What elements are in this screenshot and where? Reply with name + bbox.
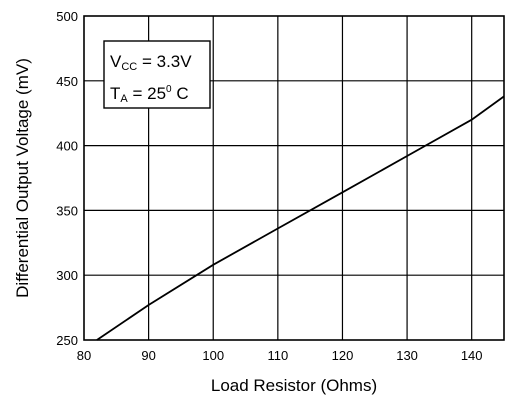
- x-axis-ticks: 80 90 100 110 120 130 140: [77, 348, 483, 363]
- y-tick-label: 400: [56, 139, 78, 154]
- y-tick-label: 450: [56, 74, 78, 89]
- y-axis-ticks: 250 300 350 400 450 500: [56, 9, 78, 348]
- grid: [84, 16, 504, 340]
- x-tick-label: 90: [141, 348, 155, 363]
- y-tick-label: 250: [56, 333, 78, 348]
- y-tick-label: 500: [56, 9, 78, 24]
- vcc-subscript: CC: [121, 61, 137, 73]
- x-tick-label: 130: [396, 348, 418, 363]
- ta-subscript: A: [120, 93, 128, 105]
- y-tick-label: 350: [56, 203, 78, 218]
- y-tick-label: 300: [56, 268, 78, 283]
- ta-annotation: TA = 250 C: [110, 84, 189, 105]
- ta-superscript: 0: [166, 84, 172, 95]
- y-axis-label: Differential Output Voltage (mV): [13, 58, 32, 298]
- vcc-symbol: V: [110, 52, 122, 71]
- x-tick-label: 110: [267, 348, 288, 363]
- ta-symbol: T: [110, 84, 120, 103]
- ta-value: = 25: [128, 84, 166, 103]
- vcc-value: = 3.3V: [137, 52, 192, 71]
- ta-unit: C: [172, 84, 189, 103]
- conditions-box: VCC = 3.3V TA = 250 C: [103, 40, 211, 109]
- x-tick-label: 80: [77, 348, 91, 363]
- x-axis-label: Load Resistor (Ohms): [211, 376, 377, 395]
- x-tick-label: 100: [202, 348, 224, 363]
- series-line: [96, 95, 505, 341]
- plot-frame: [83, 15, 505, 341]
- x-tick-label: 120: [332, 348, 354, 363]
- x-tick-label: 140: [461, 348, 483, 363]
- vcc-annotation: VCC = 3.3V: [110, 52, 192, 73]
